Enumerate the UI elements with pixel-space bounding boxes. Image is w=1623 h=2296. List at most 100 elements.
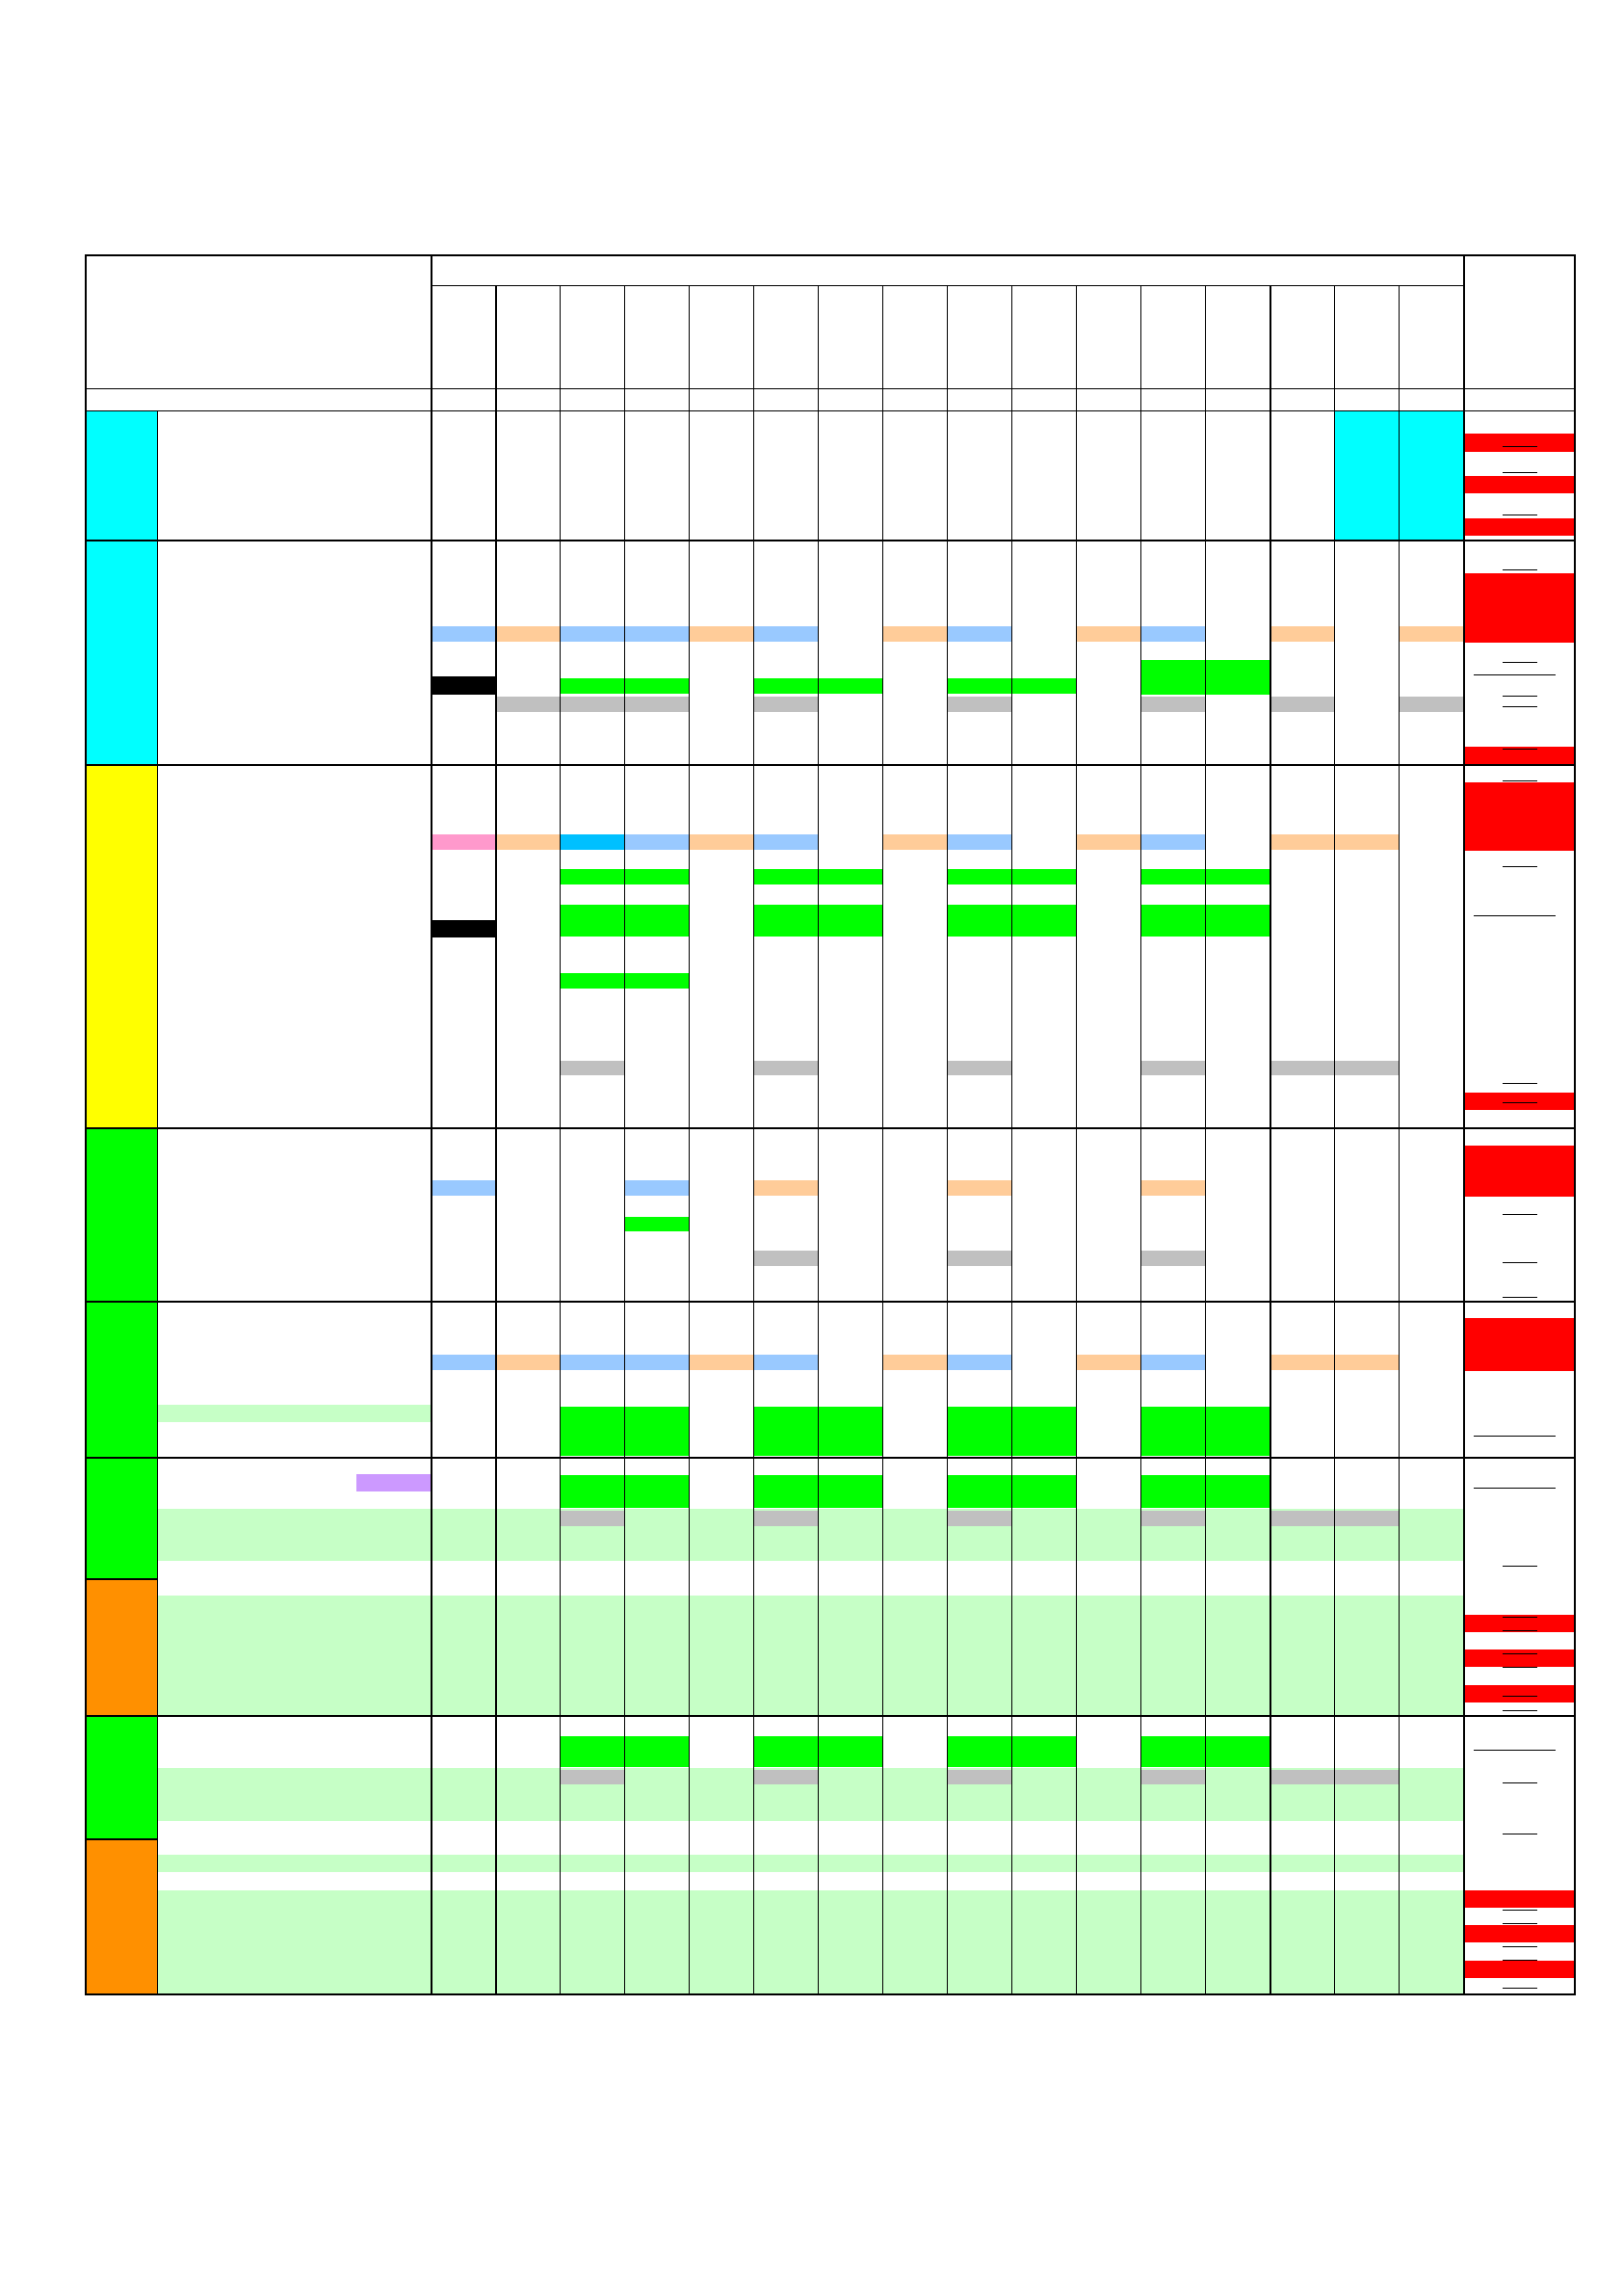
status-cell: [753, 626, 818, 642]
right-tick: [1474, 674, 1556, 675]
status-cell: [1140, 1407, 1205, 1456]
right-tick: [1503, 1566, 1537, 1567]
right-tick: [1503, 662, 1537, 663]
status-cell: [1334, 834, 1399, 850]
status-cell: [947, 678, 1011, 694]
status-cell: [1140, 626, 1205, 642]
status-cell: [1270, 1770, 1334, 1784]
status-cell: [1399, 697, 1463, 712]
right-tick: [1503, 1946, 1537, 1947]
status-cell: [431, 626, 495, 642]
right-tick: [1503, 1262, 1537, 1263]
status-cell: [624, 1217, 689, 1231]
label-divider: [431, 254, 432, 1994]
status-cell: [560, 678, 624, 694]
status-cell: [818, 869, 882, 884]
status-cell: [624, 1407, 689, 1456]
column-divider: [753, 285, 754, 1994]
status-cell: [818, 1475, 882, 1508]
status-marker: [1463, 1961, 1576, 1978]
status-marker: [1463, 434, 1576, 452]
status-cell: [560, 1736, 624, 1767]
status-cell: [1011, 869, 1076, 884]
status-cell: [947, 1061, 1011, 1075]
right-tick: [1503, 446, 1537, 447]
right-tick: [1503, 1923, 1537, 1924]
status-cell: [689, 834, 753, 850]
status-cell: [689, 626, 753, 642]
right-tick: [1503, 706, 1537, 707]
status-cell: [882, 626, 947, 642]
column-divider: [624, 285, 625, 1994]
right-tick: [1503, 472, 1537, 473]
section-divider: [85, 1578, 157, 1580]
status-cell: [753, 1407, 818, 1456]
status-cell: [1270, 626, 1334, 642]
status-cell: [1140, 1355, 1205, 1370]
status-cell: [1011, 1736, 1076, 1767]
status-cell: [431, 920, 495, 937]
right-tick: [1503, 1630, 1537, 1631]
status-cell: [947, 1511, 1011, 1526]
status-cell: [947, 697, 1011, 712]
status-cell: [947, 1180, 1011, 1196]
status-cell: [753, 834, 818, 850]
column-divider: [560, 285, 561, 1994]
right-tick: [1503, 1910, 1537, 1911]
status-cell: [1334, 1061, 1399, 1075]
right-tick: [1503, 1083, 1537, 1084]
right-tick: [1503, 1667, 1537, 1668]
status-cell: [753, 1061, 818, 1075]
status-cell: [818, 1407, 882, 1456]
right-tick: [1503, 1782, 1537, 1783]
status-cell: [753, 1251, 818, 1266]
status-cell: [495, 626, 560, 642]
status-marker: [1463, 1093, 1576, 1110]
status-cell: [495, 834, 560, 850]
status-marker: [1463, 1615, 1576, 1632]
right-divider: [1463, 254, 1465, 1994]
status-cell: [753, 678, 818, 694]
status-cell: [1140, 697, 1205, 712]
section-band: [86, 1301, 157, 1457]
right-tick: [1474, 1750, 1556, 1751]
status-cell: [624, 697, 689, 712]
right-tick: [1503, 749, 1537, 750]
section-divider: [85, 1301, 1576, 1303]
status-cell: [495, 1355, 560, 1370]
section-divider: [85, 1715, 1576, 1717]
section-band: [86, 1127, 157, 1301]
section-divider: [85, 540, 1576, 541]
status-cell: [1011, 678, 1076, 694]
pale-row-band: [157, 1405, 431, 1422]
header-divider: [85, 410, 1576, 411]
status-marker: [1463, 782, 1576, 851]
status-cell: [947, 905, 1011, 937]
status-cell: [1140, 1251, 1205, 1266]
right-tick: [1503, 1102, 1537, 1103]
section-band: [86, 540, 157, 764]
status-cell: [753, 905, 818, 937]
right-tick: [1503, 1617, 1537, 1618]
status-cell: [560, 1770, 624, 1784]
status-cell: [1270, 697, 1334, 712]
column-divider: [1270, 285, 1271, 1994]
section-divider: [85, 764, 1576, 766]
right-tick: [1503, 696, 1537, 697]
status-cell: [947, 1251, 1011, 1266]
section-band: [86, 764, 157, 1127]
status-cell: [560, 1355, 624, 1370]
status-cell: [1205, 1736, 1270, 1767]
column-divider: [1011, 285, 1012, 1994]
status-marker: [1463, 1685, 1576, 1702]
status-cell: [947, 1355, 1011, 1370]
cyan-column-cell: [1399, 411, 1463, 540]
status-cell: [753, 869, 818, 884]
status-cell: [818, 1736, 882, 1767]
column-divider: [1076, 285, 1077, 1994]
status-cell: [947, 626, 1011, 642]
status-cell: [431, 834, 495, 850]
status-cell: [560, 1061, 624, 1075]
right-tick: [1503, 1696, 1537, 1697]
